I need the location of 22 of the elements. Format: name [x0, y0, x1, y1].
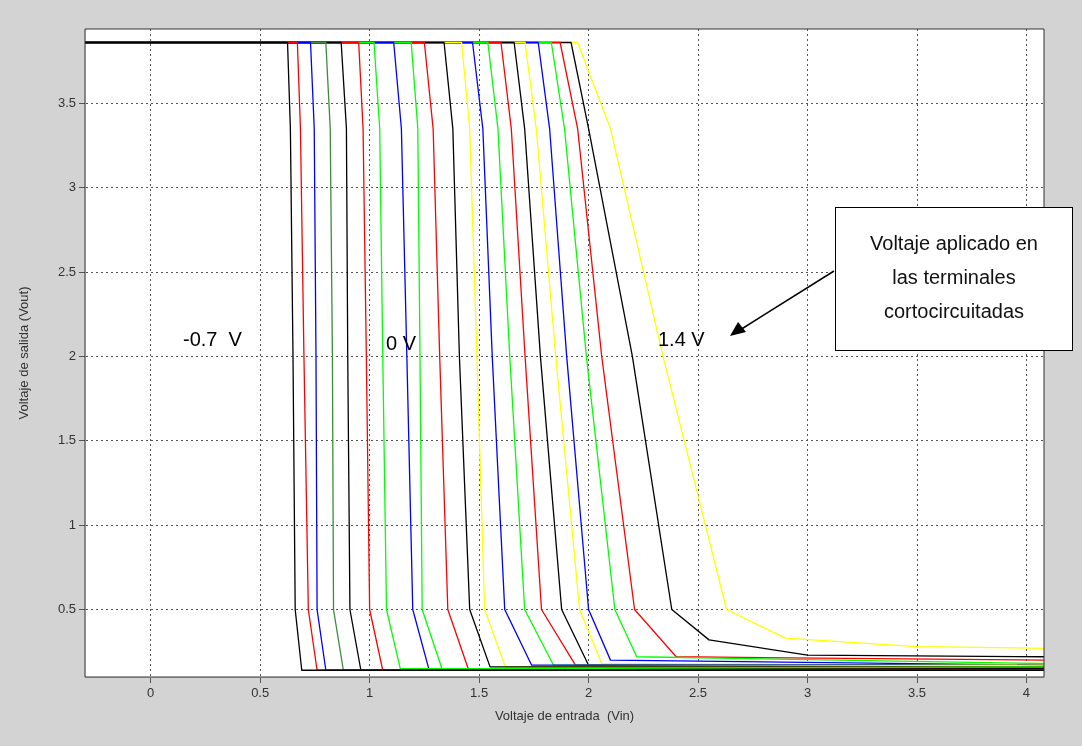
x-tick-label: 3: [803, 685, 812, 701]
x-tick-label: 1.5: [470, 685, 489, 701]
y-tick-label: 2: [68, 347, 76, 363]
y-tick-label: 3: [68, 179, 76, 195]
x-tick-label: 2.5: [689, 685, 708, 701]
annotation: -0.7 V: [183, 328, 242, 351]
y-tick-label: 3.5: [57, 94, 76, 110]
x-axis-title: Voltaje de entrada (Vin): [494, 707, 635, 723]
x-tick-label: 2: [584, 685, 593, 701]
x-tick-label: 3.5: [907, 685, 927, 701]
callout-box: Voltaje aplicado en las terminales cortocircuitadas: [835, 207, 1073, 351]
y-tick-label: 0.5: [57, 601, 76, 617]
y-tick-label: 2.5: [57, 263, 76, 279]
y-axis-title: Voltaje de salida (Vout): [16, 286, 32, 420]
x-tick-label: 4: [1022, 685, 1031, 701]
x-tick-label: 1: [366, 685, 374, 701]
x-tick-label: 0.5: [251, 685, 270, 701]
annotation: Voltaje aplicado en las terminales cortocircuitadas: [870, 232, 1038, 322]
annotation: 1.4 V: [658, 328, 705, 351]
y-tick-label: 1.5: [57, 432, 76, 448]
y-tick-label: 1: [68, 516, 76, 532]
x-tick-label: 0: [147, 685, 155, 701]
